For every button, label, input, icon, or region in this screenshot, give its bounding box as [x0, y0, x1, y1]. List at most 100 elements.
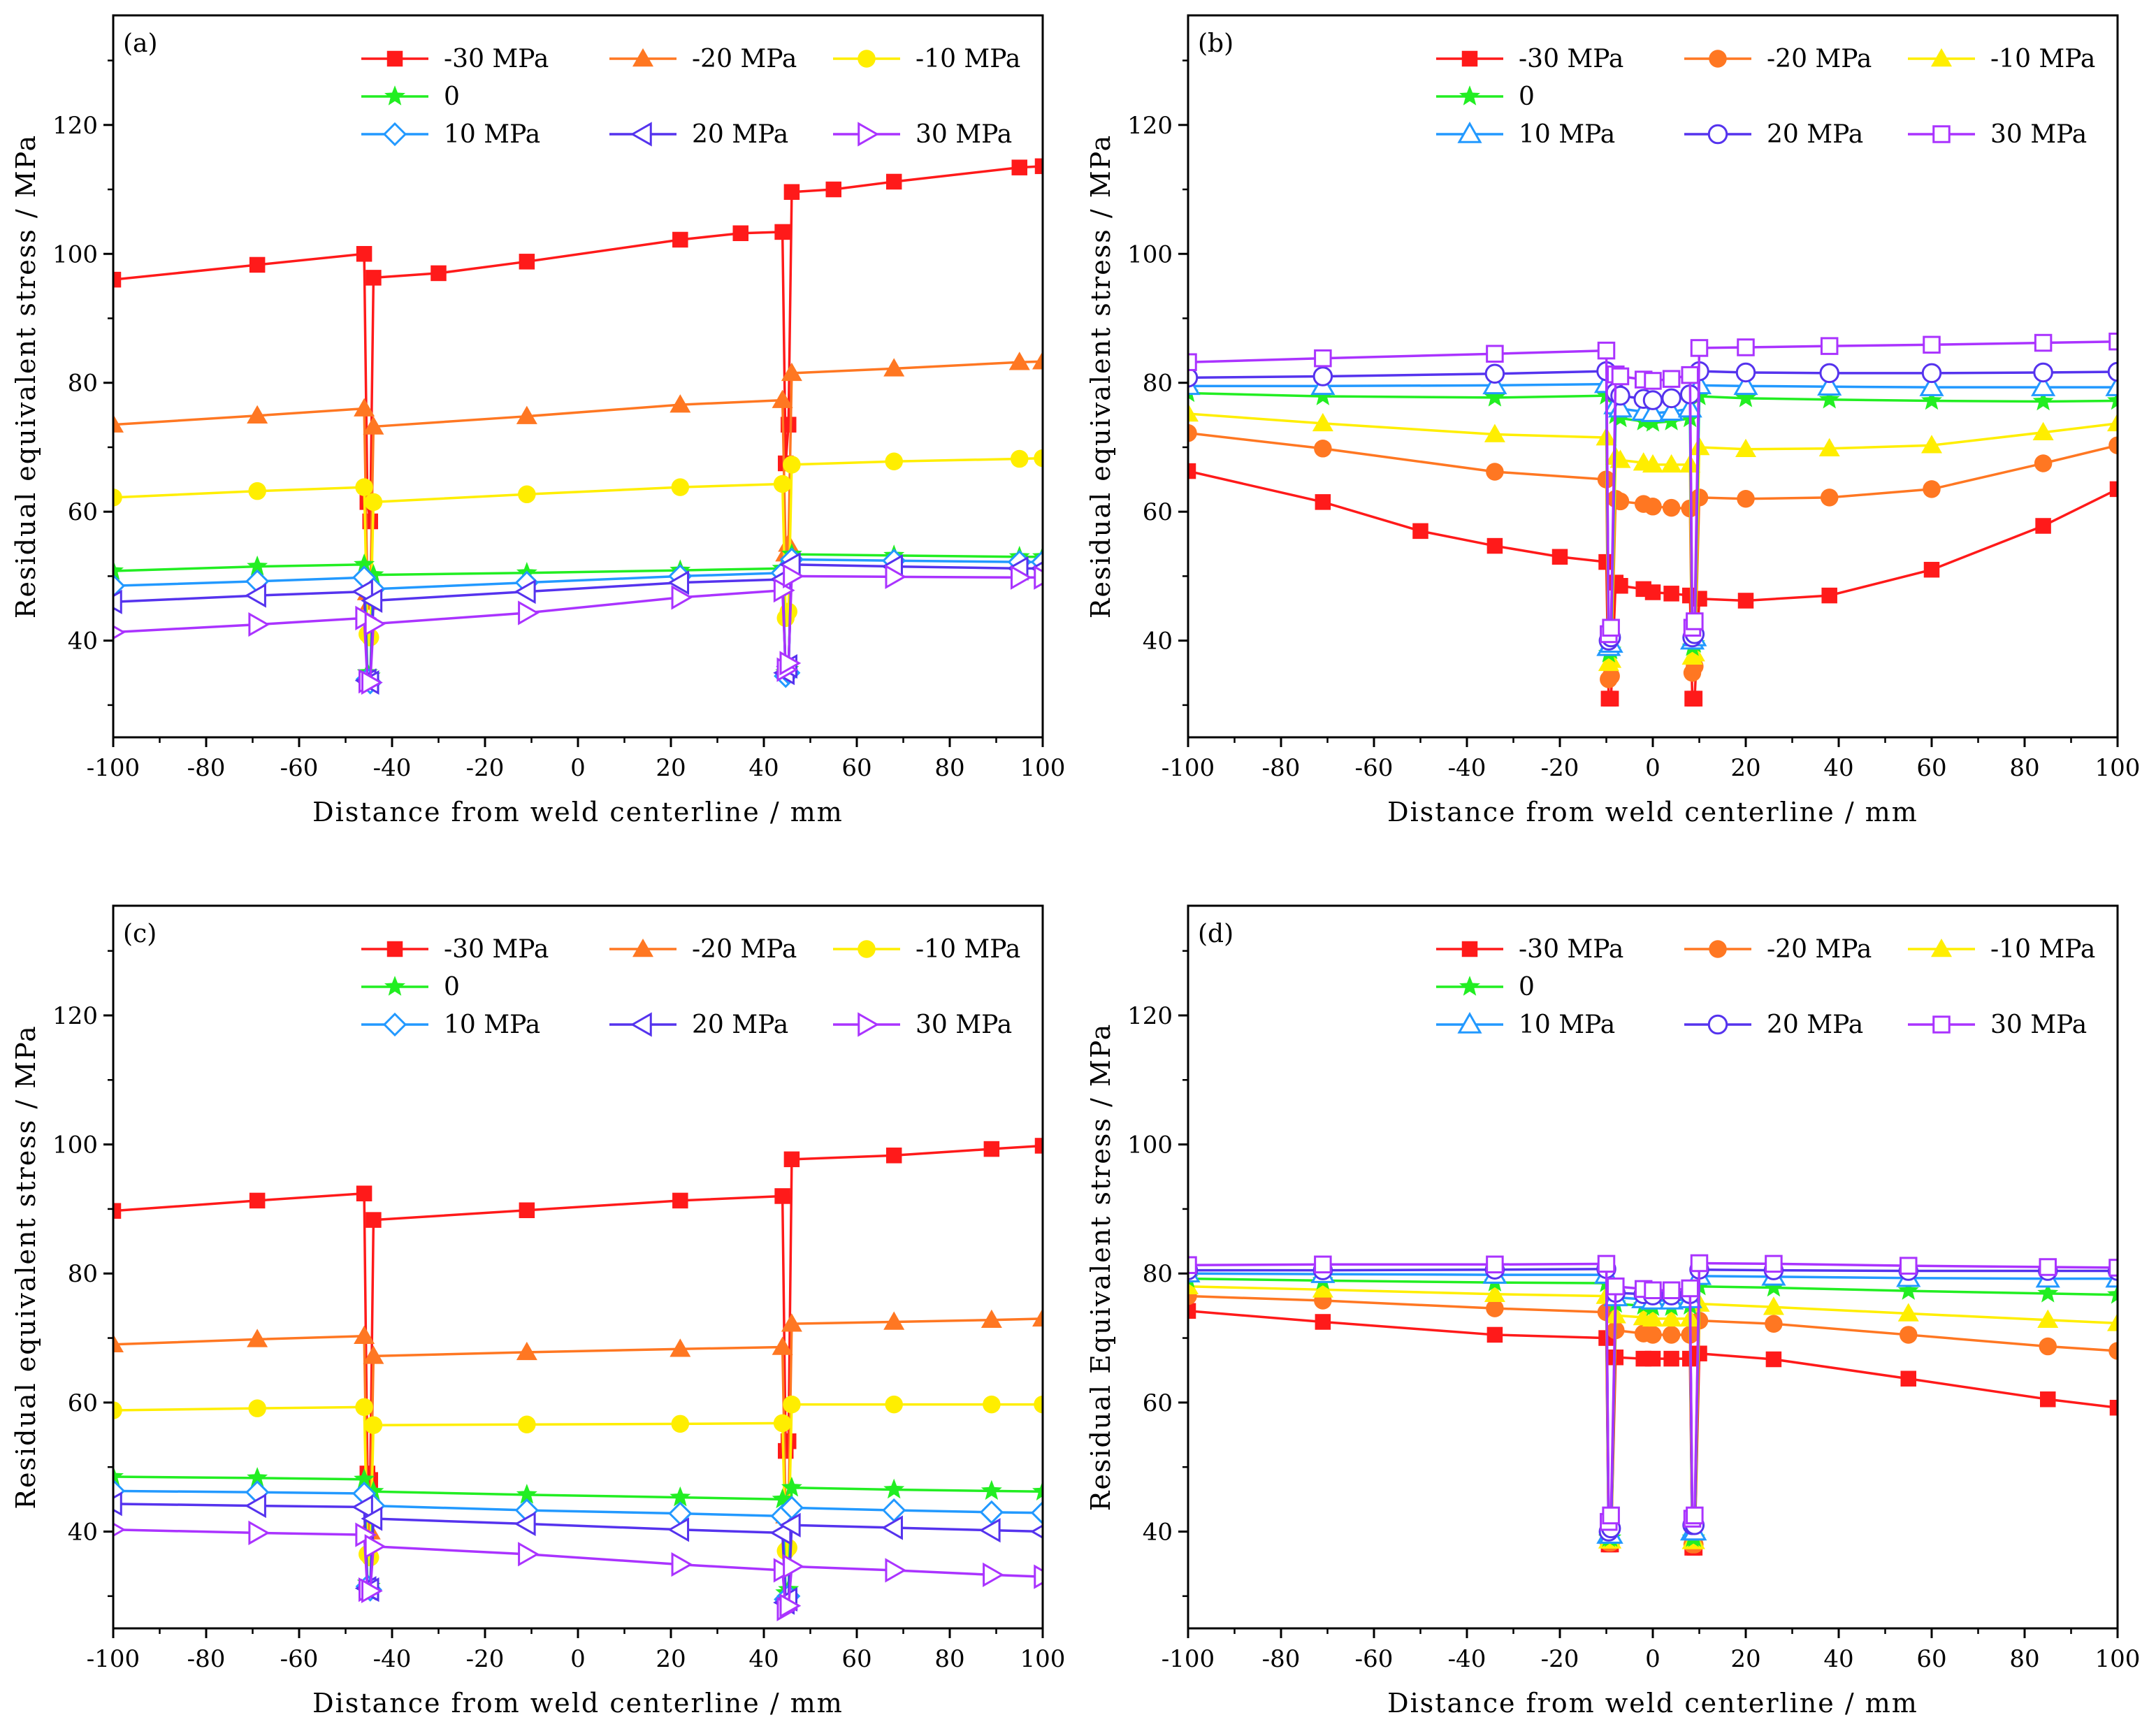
data-point: [1681, 1279, 1699, 1298]
legend-marker: [382, 122, 407, 147]
legend-marker: [386, 941, 403, 957]
series-line-4: [1188, 391, 2118, 655]
y-tick-label: 80: [1143, 370, 1173, 398]
legend-label: -20 MPa: [1767, 45, 1872, 73]
x-tick-label: 60: [1916, 754, 1946, 782]
data-point: [1412, 523, 1428, 540]
legend-label: -10 MPa: [916, 935, 1020, 964]
x-tick-label: -60: [1355, 754, 1394, 782]
legend-marker: [858, 122, 880, 147]
data-point: [779, 651, 802, 676]
data-point: [885, 173, 902, 190]
data-point: [1644, 1350, 1661, 1367]
data-point: [1820, 337, 1839, 355]
data-point: [783, 1395, 801, 1414]
data-point: [1821, 587, 1837, 604]
data-point: [1312, 366, 1333, 386]
y-tick-label: 80: [68, 1260, 98, 1288]
data-point: [1188, 463, 1196, 479]
data-point: [516, 1341, 537, 1361]
data-point: [1486, 537, 1503, 554]
data-point: [981, 1309, 1002, 1328]
data-point: [2034, 454, 2053, 472]
x-tick-label: 0: [570, 754, 586, 782]
data-point: [361, 670, 383, 695]
legend-marker: [858, 940, 876, 958]
data-point: [1763, 1276, 1784, 1297]
legend-marker: [1459, 85, 1480, 106]
y-axis-title: Residual equivalent stress / MPa: [1085, 134, 1116, 618]
legend-marker: [1932, 1015, 1951, 1034]
data-point: [366, 270, 382, 286]
x-tick-label: 20: [1730, 1645, 1760, 1673]
data-point: [1011, 449, 1029, 468]
legend-marker: [386, 50, 403, 67]
data-point: [1011, 159, 1027, 175]
legend-label: 30 MPa: [916, 1011, 1012, 1039]
data-point: [113, 1333, 124, 1353]
data-point: [783, 184, 800, 200]
data-point: [1312, 412, 1333, 432]
data-point: [670, 394, 691, 413]
y-axis-title: Residual equivalent stress / MPa: [10, 1025, 41, 1509]
data-point: [431, 265, 447, 282]
data-point: [1315, 1314, 1331, 1330]
legend-label: 20 MPa: [692, 120, 788, 149]
data-point: [2037, 1309, 2059, 1328]
series-group: [1188, 332, 2118, 707]
x-tick-label: 80: [934, 1645, 964, 1673]
legend-marker: [1707, 1014, 1728, 1035]
data-point: [364, 1534, 386, 1559]
data-point: [1008, 352, 1030, 370]
data-point: [363, 563, 384, 584]
data-point: [1188, 1256, 1197, 1274]
series-line-7: [1188, 340, 2118, 636]
x-tick-label: 60: [841, 754, 871, 782]
legend-label: -20 MPa: [692, 935, 797, 964]
y-tick-label: 100: [52, 1131, 98, 1159]
data-point: [671, 1415, 690, 1433]
data-point: [1763, 1296, 1784, 1315]
data-point: [1900, 1370, 1916, 1387]
data-point: [983, 1141, 1000, 1157]
data-point: [881, 1515, 903, 1540]
data-point: [249, 256, 266, 273]
data-point: [2039, 1337, 2057, 1356]
data-point: [1486, 345, 1504, 363]
data-point: [1900, 1326, 1918, 1344]
x-tick-label: -40: [1448, 754, 1486, 782]
x-tick-label: -20: [1541, 754, 1579, 782]
legend-marker: [1709, 50, 1727, 68]
data-point: [2033, 362, 2053, 383]
x-tick-label: -100: [87, 754, 140, 782]
data-point: [1661, 1308, 1682, 1327]
y-tick-label: 40: [68, 628, 98, 656]
data-point: [1897, 1280, 1919, 1300]
x-tick-label: -60: [280, 1645, 319, 1673]
data-point: [883, 358, 905, 377]
data-point: [1644, 372, 1662, 390]
data-point: [1607, 1277, 1625, 1296]
data-point: [113, 1401, 122, 1419]
data-point: [672, 1192, 688, 1209]
data-point: [781, 362, 802, 382]
data-point: [1188, 403, 1199, 422]
data-point: [1642, 1308, 1663, 1327]
data-point: [1314, 440, 1332, 458]
data-point: [354, 1468, 375, 1489]
chart-panel-4: -100 -80 -60 -40 -20 0 20 40 60 80 100 40 60 80 100 120…: [1085, 904, 2140, 1719]
panel-label: (c): [123, 920, 157, 948]
data-point: [1737, 593, 1754, 609]
data-point: [1032, 1308, 1043, 1327]
series-line-5: [1188, 1272, 2118, 1536]
series-line-1: [1188, 1310, 2118, 1549]
data-point: [364, 493, 383, 512]
legend-label: 10 MPa: [444, 1011, 540, 1039]
x-tick-label: -80: [1262, 754, 1301, 782]
x-tick-label: 40: [748, 1645, 779, 1673]
data-point: [885, 1395, 903, 1414]
data-point: [2032, 421, 2054, 440]
data-point: [2109, 481, 2118, 498]
data-point: [1597, 1254, 1616, 1273]
data-point: [1602, 667, 1620, 686]
